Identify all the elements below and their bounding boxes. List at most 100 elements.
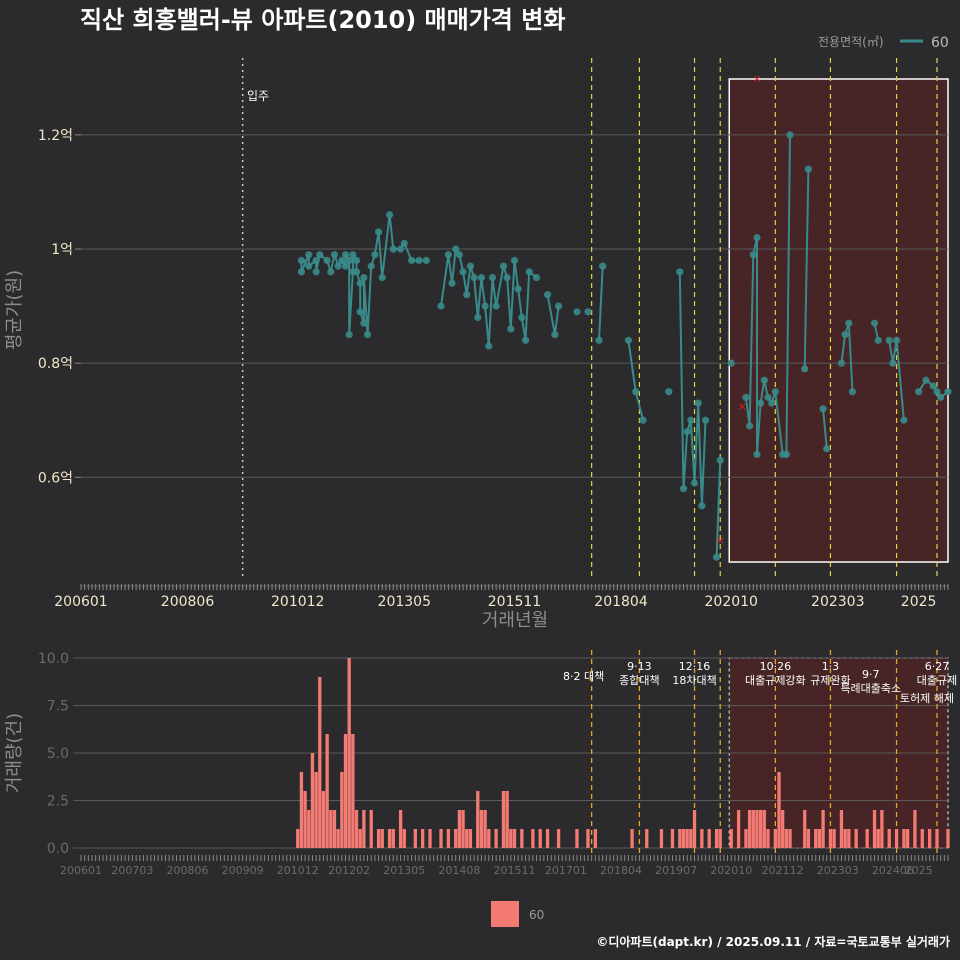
price-point (345, 256, 353, 265)
volume-bar (454, 829, 458, 848)
bottom-x-tick-label: 202112 (762, 864, 804, 877)
legend-title: 전용면적(㎡) (818, 35, 884, 49)
y-tick-label: 0.8억 (38, 356, 73, 372)
volume-bar (380, 829, 384, 848)
price-point (488, 273, 497, 282)
bottom-y-axis-title: 거래량(건) (4, 713, 25, 793)
volume-bar (821, 810, 825, 848)
volume-bar (575, 829, 579, 848)
bottom-x-tick-label: 201701 (545, 864, 587, 877)
bottom-y-tick-label: 0.0 (47, 841, 69, 857)
price-point (757, 399, 765, 407)
volume-bar (457, 810, 462, 848)
volume-bar (902, 829, 906, 848)
volume-bar (788, 829, 792, 848)
volume-bar (421, 829, 425, 848)
price-point (510, 256, 519, 265)
price-point (367, 262, 375, 270)
bottom-x-tick-label: 200703 (111, 864, 153, 877)
price-point (492, 302, 500, 310)
volume-bar (751, 810, 755, 848)
price-point (378, 273, 386, 282)
volume-bar (520, 829, 524, 848)
volume-bar (766, 829, 770, 848)
highlight-box (728, 78, 949, 563)
price-point (823, 445, 831, 453)
bottom-y-tick-label: 7.5 (47, 699, 69, 715)
price-point (841, 331, 849, 339)
volume-bar (839, 810, 844, 848)
price-point (323, 256, 331, 265)
volume-bar (806, 829, 811, 848)
policy-annotation: 18차대책 (672, 674, 716, 687)
volume-bar (784, 829, 789, 848)
volume-bar (814, 829, 818, 848)
price-point (749, 251, 757, 259)
volume-bar (843, 829, 847, 848)
price-point (804, 165, 812, 173)
price-point (297, 256, 306, 265)
volume-bar (465, 829, 469, 848)
x-tick-label: 202303 (811, 594, 864, 610)
policy-annotation: 특례대출축소 (840, 682, 901, 695)
x-tick-label: 200601 (54, 594, 107, 610)
volume-bar (707, 829, 711, 848)
volume-bar (736, 810, 741, 848)
price-point (363, 331, 372, 339)
volume-bar (913, 810, 917, 848)
volume-bar (509, 829, 513, 848)
price-point (312, 268, 320, 276)
policy-annotation: 대출규제강화 (745, 674, 806, 687)
volume-bar (670, 829, 675, 848)
bottom-y-tick-label: 5.0 (47, 746, 69, 762)
price-point (694, 399, 702, 407)
bottom-x-tick-label: 2025 (905, 864, 933, 877)
price-point (554, 302, 563, 310)
volume-bar (854, 829, 858, 848)
price-point (422, 256, 430, 265)
price-point (389, 245, 397, 253)
price-point (543, 291, 552, 299)
bottom-x-tick-label: 202406 (872, 864, 914, 877)
price-point (448, 279, 456, 287)
price-point (837, 359, 846, 367)
policy-annotation: 12·16 (679, 660, 711, 673)
volume-bar (718, 829, 722, 848)
price-point (356, 279, 364, 287)
volume-bar (468, 829, 473, 848)
price-point (768, 399, 776, 407)
price-point (716, 456, 724, 464)
volume-bar (758, 810, 763, 848)
price-point (360, 319, 368, 327)
policy-annotation: 9·13 (627, 660, 652, 673)
price-point (900, 416, 908, 424)
x-tick-label: 201012 (271, 594, 324, 610)
volume-bar (347, 658, 351, 848)
volume-bar (487, 829, 491, 848)
y-tick-label: 0.6억 (38, 470, 73, 486)
price-point (374, 228, 383, 236)
price-point (742, 393, 750, 401)
price-chart: × × × 200601 200806 201012 201305 201511 201804… (4, 58, 952, 631)
legend-bar-swatch (491, 901, 519, 927)
volume-bar (935, 829, 939, 848)
price-point (532, 273, 541, 282)
volume-bar (681, 829, 686, 848)
price-point (521, 336, 530, 344)
price-point (727, 359, 735, 367)
volume-bar (762, 810, 766, 848)
bottom-x-tick-label: 200909 (222, 864, 264, 877)
price-point (937, 393, 945, 401)
volume-bar (296, 829, 300, 848)
volume-bar (362, 810, 366, 848)
price-point (459, 268, 467, 276)
x-tick-label: 200806 (161, 594, 215, 610)
price-point (573, 308, 581, 316)
price-point (507, 325, 515, 333)
volume-bar (494, 829, 498, 848)
x-tick-label: 201511 (488, 594, 541, 610)
volume-bar (847, 829, 851, 848)
price-point (481, 302, 489, 310)
x-tick-label: 2025 (901, 594, 937, 610)
bottom-x-tick-label: 201804 (600, 864, 642, 877)
